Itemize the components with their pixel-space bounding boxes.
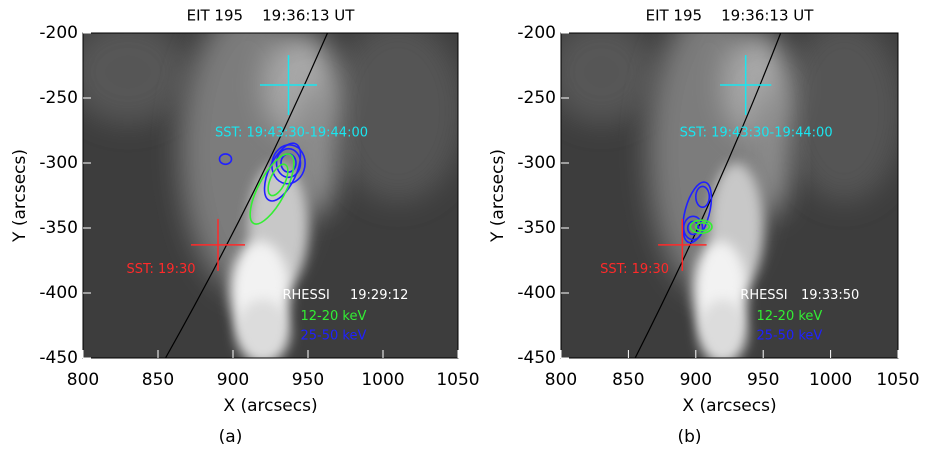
axes-frame xyxy=(82,32,459,359)
image-feature xyxy=(83,33,188,124)
y-tick-label: -400 xyxy=(39,283,78,303)
y-tick-label: -250 xyxy=(517,88,556,108)
x-tick-label: 900 xyxy=(217,370,249,390)
contour xyxy=(682,181,713,244)
eit-image xyxy=(561,33,898,358)
y-axis-label: Y (arcsecs) xyxy=(10,149,30,243)
axes-frame xyxy=(560,32,899,359)
image-feature xyxy=(749,85,791,215)
annotation: SST: 19:43:30-19:44:00 xyxy=(215,126,368,141)
y-tick-label: -200 xyxy=(517,23,556,43)
contour xyxy=(689,219,713,234)
y-tick-label: -350 xyxy=(39,218,78,238)
eit-image xyxy=(83,33,458,358)
image-feature xyxy=(236,299,290,358)
x-tick-label: 1050 xyxy=(876,370,919,390)
y-tick-label: -400 xyxy=(517,283,556,303)
x-tick-label: 1000 xyxy=(809,370,852,390)
contour xyxy=(694,185,711,209)
image-feature xyxy=(330,33,458,202)
contour xyxy=(249,153,295,225)
annotation: SST: 19:43:30-19:44:00 xyxy=(680,126,833,141)
contour xyxy=(694,222,711,232)
image-feature xyxy=(293,85,338,215)
chart-title: EIT 195 19:36:13 UT xyxy=(646,7,815,25)
contour xyxy=(218,153,233,166)
x-tick-label: 850 xyxy=(142,370,174,390)
annotation: 12-20 keV xyxy=(301,309,367,324)
annotation: 19:33:50 xyxy=(801,288,859,303)
y-tick-label: -450 xyxy=(39,348,78,368)
x-tick-label: 800 xyxy=(545,370,577,390)
annotation: 12-20 keV xyxy=(756,309,822,324)
panel-label: (a) xyxy=(219,427,243,447)
y-tick-label: -350 xyxy=(517,218,556,238)
x-tick-label: 800 xyxy=(67,370,99,390)
panel: SST: 19:43:30-19:44:00 SST: 19:30 RHESSI 19… xyxy=(10,7,480,448)
y-tick-label: -200 xyxy=(39,23,78,43)
image-feature xyxy=(698,299,748,358)
image-feature xyxy=(561,33,656,124)
panel-label: (b) xyxy=(677,427,701,447)
annotation: RHESSI xyxy=(283,288,330,303)
x-tick-label: 900 xyxy=(680,370,712,390)
annotation: 25-50 keV xyxy=(756,328,822,343)
x-tick-label: 950 xyxy=(747,370,779,390)
x-tick-label: 1000 xyxy=(361,370,404,390)
x-tick-label: 850 xyxy=(612,370,644,390)
annotation: SST: 19:30 xyxy=(127,262,196,277)
annotation: RHESSI xyxy=(740,288,787,303)
y-tick-label: -300 xyxy=(39,153,78,173)
image-feature xyxy=(783,33,898,202)
annotation: 25-50 keV xyxy=(301,328,367,343)
solar-limb xyxy=(634,33,782,358)
contour xyxy=(267,163,289,197)
annotation: SST: 19:30 xyxy=(600,262,669,277)
x-axis-label: X (arcsecs) xyxy=(682,396,776,416)
y-tick-label: -300 xyxy=(517,153,556,173)
x-axis-label: X (arcsecs) xyxy=(223,396,317,416)
y-tick-label: -450 xyxy=(517,348,556,368)
chart-title: EIT 195 19:36:13 UT xyxy=(187,7,356,25)
y-tick-label: -250 xyxy=(39,88,78,108)
solar-limb xyxy=(164,33,329,358)
x-tick-label: 950 xyxy=(292,370,324,390)
x-tick-label: 1050 xyxy=(436,370,479,390)
y-axis-label: Y (arcsecs) xyxy=(488,149,508,243)
panel: SST: 19:43:30-19:44:00 SST: 19:30 RHESSI 19… xyxy=(488,7,920,448)
annotation: 19:29:12 xyxy=(350,288,408,303)
